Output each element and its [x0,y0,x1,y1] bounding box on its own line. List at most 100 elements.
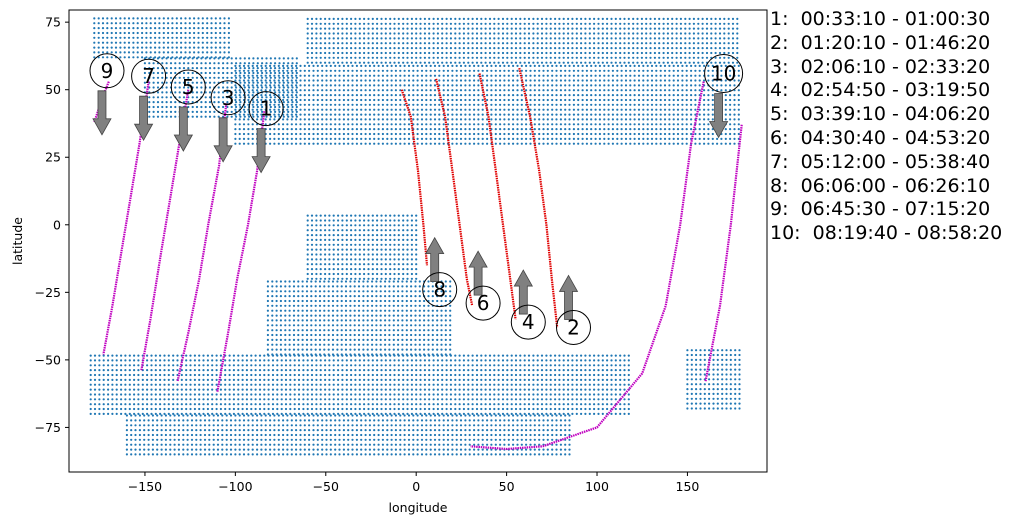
land-point [282,94,285,97]
land-point [392,309,395,312]
land-point [195,57,199,60]
land-point [606,56,609,59]
land-point [685,123,688,126]
land-point [261,81,264,84]
land-point [606,51,609,55]
land-point [314,343,317,346]
land-point [310,333,313,337]
land-point [627,56,630,59]
land-point [367,258,370,261]
land-point [685,142,688,145]
land-point [325,89,328,92]
land-point [529,94,532,97]
land-point [575,51,578,55]
land-point [316,132,319,136]
land-point [360,98,363,102]
land-point [379,290,382,293]
land-point [607,64,610,67]
land-point [124,407,127,411]
land-point [286,128,289,131]
land-point [571,61,574,64]
land-region-3 [306,17,739,64]
land-point [114,46,118,49]
land-point [328,61,331,64]
land-point [358,238,361,241]
land-point [149,27,152,30]
land-point [141,36,144,39]
land-point [402,238,405,241]
land-point [397,348,400,351]
land-point [546,74,549,77]
land-point [310,272,314,276]
land-point [444,324,447,327]
land-point [358,407,361,411]
land-point [364,108,367,111]
land-point [278,62,281,65]
land-point [414,319,417,322]
land-point [733,128,736,131]
land-point [208,86,212,89]
land-point [584,37,587,40]
land-point [397,224,400,227]
land-point [471,27,474,30]
land-point [292,343,296,346]
land-point [414,333,417,337]
land-point [511,69,515,72]
land-point [321,103,324,106]
land-point [341,243,344,246]
land-point [701,32,704,35]
land-point [350,47,353,50]
land-point [315,224,318,227]
land-point [401,348,404,351]
land-point [514,47,518,50]
land-point [149,46,152,49]
land-point [345,22,348,25]
land-point [480,47,483,50]
land-point [455,128,458,131]
land-point [329,118,332,121]
land-point [247,94,250,97]
land-point [363,27,366,30]
land-point [467,17,470,20]
land-point [363,219,366,222]
land-point [538,108,541,111]
land-point [497,42,500,45]
land-point [668,132,671,136]
land-point [554,37,557,40]
land-point [477,64,480,67]
land-point [451,128,454,131]
land-point [256,96,259,99]
land-point [714,17,717,20]
land-point [228,407,231,411]
land-point [406,47,409,50]
land-point [397,324,400,327]
land-point [516,113,519,116]
land-point [555,142,558,145]
land-point [380,248,383,251]
land-point [143,86,146,89]
land-point [367,219,370,222]
land-point [260,74,263,77]
land-point [301,309,304,312]
land-point [659,69,662,72]
land-point [321,64,324,67]
land-point [511,123,515,126]
land-point [115,407,118,411]
land-point [611,74,615,77]
land-point [637,84,641,87]
land-point [213,81,216,84]
land-point [629,79,632,82]
land-point [542,84,545,87]
land-point [551,132,554,136]
land-point [532,47,535,50]
land-point [353,290,356,293]
land-point [314,314,317,317]
land-point [266,285,269,288]
land-point [295,71,298,75]
land-point [397,229,400,232]
land-point [368,142,371,145]
land-point [302,407,305,411]
land-point [577,128,580,131]
land-point [217,91,220,94]
land-point [188,27,191,30]
